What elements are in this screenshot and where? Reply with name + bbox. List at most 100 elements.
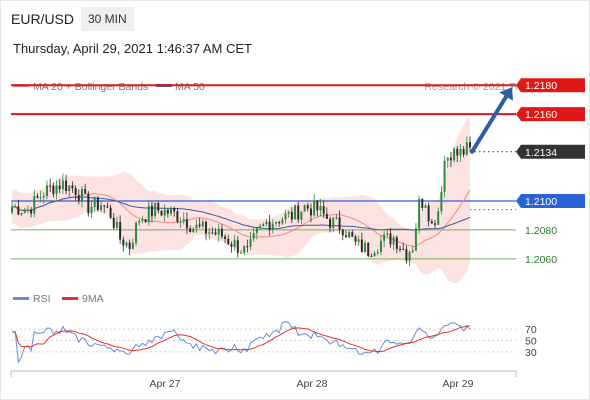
candle	[275, 221, 277, 227]
candle	[58, 178, 61, 194]
candle	[449, 151, 452, 168]
candle	[141, 215, 144, 224]
candle	[373, 250, 376, 257]
candle	[335, 214, 338, 220]
candle	[294, 204, 297, 220]
candle	[217, 223, 220, 242]
candle	[74, 185, 77, 201]
candle-body	[446, 157, 449, 161]
candle-body	[453, 148, 456, 161]
candle-body	[71, 185, 74, 189]
candle-body	[344, 235, 347, 238]
candle-body	[303, 205, 306, 212]
candle	[11, 202, 13, 215]
candle	[236, 236, 239, 258]
candle-body	[338, 217, 341, 230]
instrument-title: EUR/USD	[11, 11, 75, 27]
candle-body	[329, 218, 332, 228]
candle-body	[434, 223, 436, 225]
level-tag-label: 1.2060	[525, 254, 557, 266]
candle	[271, 219, 274, 234]
candle-body	[290, 212, 293, 220]
candle	[71, 181, 74, 193]
candle	[243, 245, 246, 256]
level-tag-label: 1.2180	[525, 80, 557, 92]
candle-body	[46, 185, 48, 197]
candle-body	[230, 244, 233, 247]
candle	[430, 218, 433, 224]
candle	[402, 242, 405, 251]
time-axis-labels: Apr 27 Apr 28 Apr 29	[150, 378, 474, 390]
candle	[290, 207, 293, 224]
candle	[437, 207, 440, 225]
candle-body	[227, 238, 230, 245]
candle	[332, 217, 335, 233]
level-tag-box	[516, 144, 585, 159]
rsi-ma-line	[12, 325, 471, 353]
candle	[233, 234, 236, 251]
candle	[211, 227, 214, 235]
candle-body	[351, 232, 354, 237]
candle	[421, 198, 424, 211]
candle-body	[255, 227, 258, 234]
candle-body	[195, 224, 198, 229]
candle	[341, 228, 344, 241]
candle-body	[192, 228, 195, 232]
ma20-legend-label: MA 20 + Bollinger Bands	[33, 81, 148, 93]
candle-body	[93, 197, 96, 208]
candle	[453, 147, 456, 163]
candle	[265, 219, 268, 227]
candle-body	[421, 198, 424, 209]
forecast-arrow-head	[499, 87, 514, 101]
candle-body	[23, 210, 26, 213]
candle	[150, 201, 153, 223]
candle-body	[39, 197, 42, 199]
candle-body	[370, 255, 373, 257]
candle-body	[373, 253, 376, 257]
candle-body	[11, 206, 13, 213]
candle	[220, 224, 223, 239]
candle-body	[236, 240, 239, 253]
candle	[87, 190, 90, 217]
timeframe-badge[interactable]: 30 MIN	[81, 7, 134, 31]
candle	[182, 212, 185, 225]
candle	[109, 204, 112, 220]
candle	[93, 196, 96, 212]
candle-body	[240, 252, 242, 254]
candle	[329, 216, 332, 233]
level-tag-box	[516, 107, 585, 122]
candle	[189, 225, 192, 233]
candle	[408, 250, 411, 267]
candle-body	[173, 208, 176, 212]
rsi-level-label-30: 30	[525, 347, 537, 359]
candle	[411, 245, 414, 254]
candle-body	[74, 188, 77, 196]
candle-body	[68, 185, 71, 192]
candle-body	[176, 211, 179, 222]
candle	[443, 155, 446, 198]
candle	[20, 212, 23, 216]
candle-body	[294, 205, 297, 220]
candle-body	[122, 239, 125, 246]
candle	[103, 205, 106, 214]
candle	[309, 203, 312, 223]
level-tag-label: 1.2160	[525, 109, 557, 121]
candle	[173, 206, 176, 217]
bollinger-band-area	[12, 117, 470, 284]
candle-body	[185, 219, 188, 229]
candle-body	[456, 148, 459, 156]
candle-body	[411, 250, 414, 252]
candle-body	[80, 189, 83, 201]
x-tick-label: Apr 28	[297, 378, 328, 390]
candle	[77, 189, 80, 205]
level-tags: 1.2180 1.2160 1.2134 1.2100 1.2080 1.2060	[516, 78, 585, 266]
level-tag-label: 1.2134	[525, 147, 557, 159]
candle-body	[357, 239, 360, 242]
candle-body	[430, 221, 433, 224]
candle	[179, 217, 182, 229]
candle	[405, 245, 408, 264]
candle-body	[17, 206, 20, 215]
candle	[125, 241, 128, 249]
level-tag-1-2160: 1.2160	[516, 107, 585, 122]
candle-body	[49, 185, 52, 187]
